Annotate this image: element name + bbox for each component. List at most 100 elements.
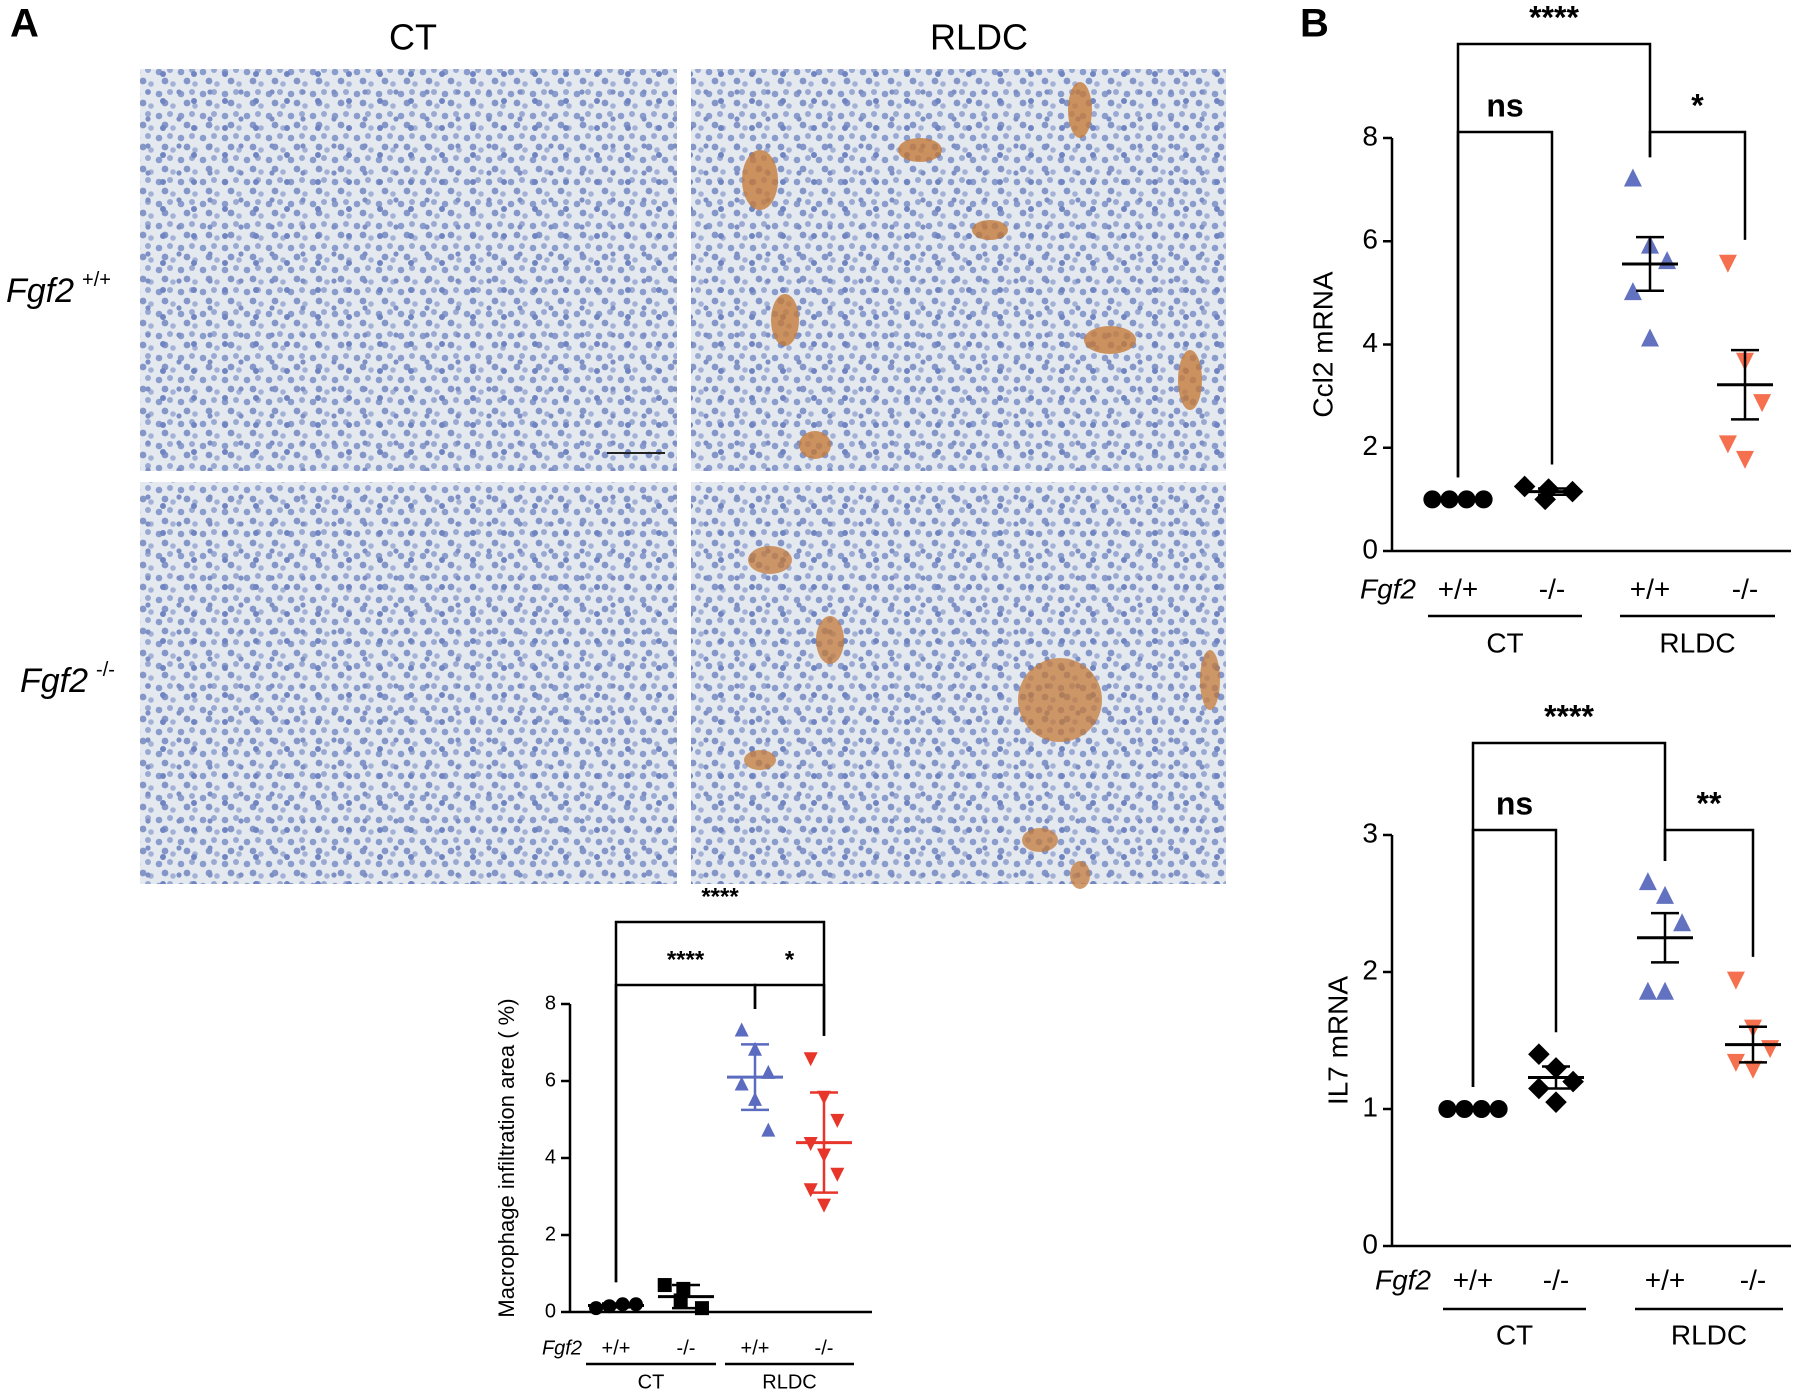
x-tick-label: -/- (815, 1337, 834, 1359)
data-point (1761, 1040, 1780, 1059)
data-point (1545, 1091, 1567, 1113)
significance-bracket (614, 983, 757, 1283)
group-label: CT (1496, 1319, 1533, 1350)
error-bar (1739, 1025, 1767, 1064)
data-point (734, 1022, 749, 1037)
data-point (1623, 282, 1642, 301)
x-tick-label: +/+ (1453, 1264, 1493, 1295)
error-bar (1651, 911, 1679, 964)
data-point (817, 1198, 831, 1213)
y-tick-label: 2 (1362, 954, 1378, 985)
data-point (1656, 885, 1674, 904)
significance-bracket (1663, 828, 1755, 957)
data-point (830, 1113, 845, 1128)
data-point (589, 1301, 604, 1316)
data-point (1638, 872, 1657, 891)
data-point (694, 1301, 709, 1316)
y-axis-title: Macrophage infiltration area ( %) (494, 998, 519, 1317)
micrograph-texture (691, 482, 1226, 884)
column-label: CT (389, 17, 437, 58)
group-label: CT (638, 1371, 665, 1393)
y-tick-label: 8 (545, 992, 556, 1014)
error-bar (672, 1283, 700, 1310)
row-label: Fgf2 -/- (20, 659, 115, 700)
row-label: Fgf2 +/+ (6, 269, 111, 310)
x-tick-label: -/- (1543, 1264, 1569, 1295)
significance-label: **** (1544, 698, 1594, 734)
y-tick-label: 4 (545, 1146, 556, 1168)
significance-bracket (753, 983, 826, 1036)
x-tick-label: -/- (677, 1337, 696, 1359)
genotype: +/+ (82, 269, 111, 291)
significance-bracket (1456, 130, 1554, 478)
error-bar (741, 1043, 769, 1112)
x-tick-label: -/- (1539, 573, 1565, 604)
group-label: RLDC (762, 1371, 816, 1393)
data-point (1513, 475, 1536, 498)
significance-label: **** (1529, 0, 1579, 35)
micrographs (140, 69, 1226, 889)
y-tick-label: 0 (1362, 533, 1378, 564)
group-label: RLDC (1659, 627, 1735, 658)
significance-label: **** (667, 946, 705, 973)
data-point (761, 1064, 776, 1079)
data-point (1528, 1043, 1550, 1065)
error-bar (602, 1302, 630, 1309)
x-tick-label: +/+ (602, 1337, 631, 1359)
data-point (1718, 254, 1737, 273)
panel-label: B (1300, 2, 1329, 46)
data-point (1656, 981, 1674, 1000)
factor-label: Fgf2 (1375, 1264, 1431, 1295)
data-point (1736, 450, 1754, 469)
y-axis-title: Ccl2 mRNA (1307, 271, 1338, 418)
data-point (1744, 1060, 1762, 1079)
gene: Fgf2 (6, 272, 74, 310)
data-point (1638, 981, 1657, 1000)
stain (742, 82, 1202, 459)
gene: Fgf2 (20, 662, 88, 700)
y-axis-title: IL7 mRNA (1322, 976, 1353, 1105)
significance-label: * (785, 946, 795, 973)
factor-label: Fgf2 (542, 1337, 582, 1359)
data-point (1528, 1077, 1550, 1100)
error-bar (810, 1091, 838, 1194)
data-point (1623, 168, 1642, 187)
y-tick-label: 2 (545, 1223, 556, 1245)
data-point (830, 1167, 845, 1182)
significance-bracket (614, 920, 826, 1283)
error-bar (1636, 235, 1664, 293)
y-tick-label: 8 (1362, 120, 1378, 151)
error-bar (1542, 1065, 1570, 1090)
data-point (1673, 913, 1692, 932)
group-label: RLDC (1671, 1319, 1747, 1350)
y-tick-label: 4 (1362, 327, 1378, 358)
data-point (1753, 394, 1772, 413)
data-point (657, 1278, 672, 1293)
x-tick-label: -/- (1740, 1264, 1766, 1295)
x-tick-label: +/+ (741, 1337, 770, 1359)
data-point (1718, 435, 1737, 454)
group-label: CT (1486, 627, 1523, 658)
factor-label: Fgf2 (1360, 573, 1416, 604)
y-tick-label: 1 (1362, 1091, 1378, 1122)
panel-label: A (10, 2, 39, 46)
data-point (734, 1076, 749, 1091)
x-tick-label: +/+ (1438, 573, 1478, 604)
significance-bracket (1471, 828, 1558, 1087)
micrograph-texture (691, 69, 1226, 471)
significance-bracket (1648, 130, 1747, 240)
y-tick-label: 2 (1362, 430, 1378, 461)
micrograph-texture (140, 482, 677, 884)
error-bar (1731, 348, 1759, 421)
micrograph-texture (140, 69, 677, 471)
y-tick-label: 0 (1362, 1228, 1378, 1259)
data-point (1726, 1053, 1745, 1072)
y-tick-label: 6 (545, 1069, 556, 1091)
data-point (761, 1122, 776, 1137)
significance-label: ns (1486, 87, 1523, 123)
data-point (1658, 251, 1677, 270)
y-tick-label: 0 (545, 1300, 556, 1322)
error-bar (1538, 487, 1566, 496)
significance-label: * (1691, 87, 1704, 123)
